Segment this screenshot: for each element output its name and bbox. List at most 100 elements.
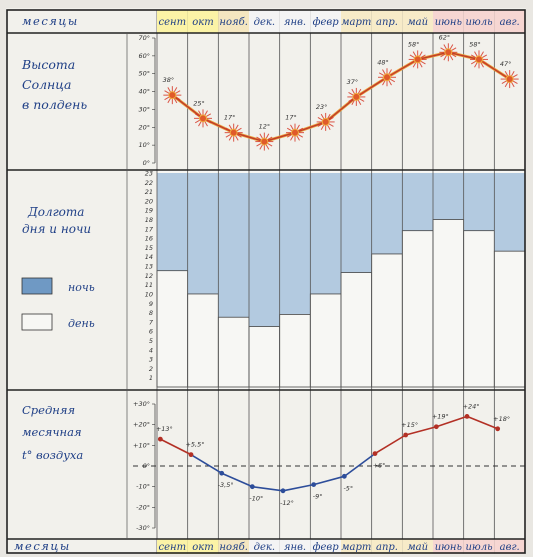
night-bar (249, 173, 280, 327)
month-footer-cell (279, 539, 311, 554)
temp-point (341, 473, 347, 479)
month-header-label: март (341, 17, 371, 28)
day-bar (187, 293, 219, 388)
temp-value-label: -10° (249, 495, 263, 503)
temp-line-segment (343, 452, 376, 477)
temp-point (464, 414, 470, 419)
month-footer-cell (218, 539, 249, 554)
month-header-label: июнь (435, 17, 462, 28)
header-label: месяцы (22, 14, 79, 28)
day-y-tick-label: 14 (145, 253, 153, 261)
sun-point (163, 86, 182, 105)
day-y-tick-label: 18 (145, 216, 153, 224)
temp-value-label: -5° (343, 484, 353, 492)
day-y-tick-label: 11 (145, 281, 153, 289)
month-header-label: апр. (376, 17, 398, 28)
outer-frame (6, 9, 526, 554)
temp-point (280, 488, 286, 494)
night-bar (371, 173, 403, 254)
sun-point (500, 70, 519, 89)
sun-point (286, 123, 304, 142)
temp-y-tick-label: +30° (133, 400, 150, 408)
day-bar (217, 316, 250, 388)
sun-value-label: 58° (408, 40, 420, 48)
sun-y-tick-label: 30° (138, 105, 150, 113)
day-y-tick-label: 22 (145, 179, 153, 187)
temp-point (433, 424, 439, 430)
month-footer-cell (249, 539, 280, 554)
month-header-label: июль (465, 17, 492, 28)
temp-value-label: +18° (493, 415, 510, 423)
sun-y-tick-label: 50° (138, 70, 150, 78)
sun-title-line2: Солнца (22, 77, 71, 92)
sun-value-label: 38° (163, 76, 175, 84)
legend-swatch-day (21, 313, 53, 331)
temp-title-line3: t° воздуха (22, 448, 83, 462)
temp-point (403, 432, 409, 438)
sun-point (316, 112, 335, 131)
month-footer-cell (433, 539, 464, 554)
legend-label-night: ночь (68, 281, 95, 294)
temp-value-label: +15° (401, 421, 418, 429)
temp-point (249, 484, 255, 490)
temp-value-label: +19° (432, 413, 449, 421)
daylength-title: Долгота дня и ночи (22, 205, 91, 236)
month-footer-label: май (407, 542, 428, 553)
month-header-cell (371, 10, 403, 33)
day-y-tick-label: 13 (145, 263, 153, 271)
daylength-title-line1: Долгота (27, 205, 84, 219)
temp-point (157, 436, 163, 442)
day-y-tick-label: 23 (145, 170, 153, 178)
night-bar (402, 173, 433, 231)
night-bar (218, 173, 249, 318)
sun-value-label: 48° (377, 58, 389, 66)
temp-title-line2: месячная (22, 425, 82, 439)
month-header-cell (494, 10, 525, 33)
temp-value-label: +6° (373, 462, 386, 470)
day-bar (432, 219, 465, 388)
month-footer-cell (494, 539, 525, 554)
temp-line-segment (159, 438, 192, 456)
month-header-label: авг. (500, 17, 520, 28)
day-bar (309, 293, 342, 388)
legend-swatch-night (21, 277, 53, 295)
month-header-label: нояб. (219, 17, 248, 28)
month-header-label: сент (159, 17, 187, 28)
month-footer-cell (402, 539, 433, 554)
daylength-title-line2: дня и ночи (22, 222, 91, 236)
footer-label: месяцы (14, 539, 71, 553)
sun-value-label: 47° (500, 60, 512, 68)
sun-title-line1: Высота (21, 57, 75, 72)
day-y-tick-label: 1 (149, 374, 153, 382)
temp-line-segment (405, 425, 437, 436)
sun-y-tick-label: 40° (138, 88, 150, 96)
sun-value-label: 17° (224, 114, 236, 122)
day-y-tick-label: 5 (149, 337, 153, 345)
month-footer-label: окт (192, 542, 213, 553)
month-header-label: окт (192, 17, 213, 28)
month-footer-cell (310, 539, 341, 554)
month-footer-cell (371, 539, 403, 554)
month-footer-cell (463, 539, 495, 554)
day-y-tick-label: 17 (145, 225, 154, 233)
month-header-label: янв. (284, 17, 306, 28)
month-footer-label: дек. (254, 542, 275, 553)
sun-point (255, 132, 274, 151)
month-header-cell (310, 10, 341, 33)
month-header-cell (279, 10, 311, 33)
month-footer-label: апр. (376, 542, 398, 553)
month-footer-label: февр (313, 542, 340, 553)
sun-y-tick-label: 70° (138, 34, 150, 42)
temp-value-label: -3,5° (218, 481, 234, 489)
month-header-cell (157, 10, 188, 33)
night-bar (187, 173, 219, 294)
month-footer-cell (341, 539, 372, 554)
sun-value-label: 62° (439, 33, 451, 41)
legend: ночь день (21, 277, 95, 331)
day-y-tick-label: 12 (145, 272, 153, 280)
day-y-tick-label: 7 (149, 318, 154, 326)
sun-y-tick-label: 20° (138, 123, 150, 131)
day-bar (340, 272, 373, 388)
month-footer-label: июль (465, 542, 492, 553)
day-y-tick-label: 3 (149, 356, 153, 364)
